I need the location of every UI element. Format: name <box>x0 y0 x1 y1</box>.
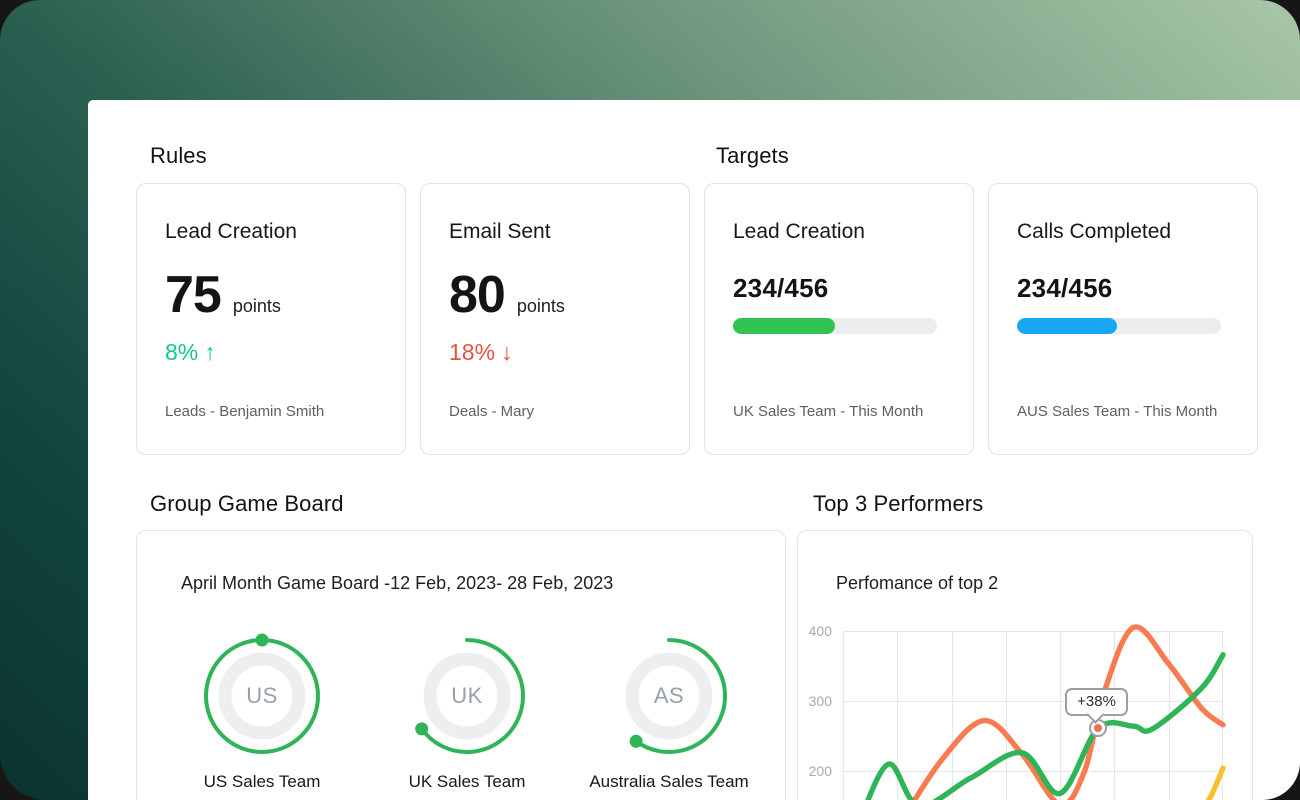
rule-card-email-sent[interactable]: Email Sent 80 points 18% ↓ Deals - Mary <box>420 183 690 455</box>
target-value: 234/456 <box>733 273 829 303</box>
grid-hline <box>843 701 1223 702</box>
points-unit: points <box>516 296 565 316</box>
delta-value: 8% <box>165 339 199 365</box>
top-performers-card[interactable]: Perfomance of top 2 400 300 200 +38% <box>797 530 1253 800</box>
ring-end-dot <box>255 633 269 647</box>
card-footer: AUS Sales Team - This Month <box>1017 403 1218 420</box>
progress-bar <box>1017 318 1221 334</box>
top-performers-heading: Top 3 Performers <box>813 491 984 516</box>
delta-indicator: 18% ↓ <box>449 339 661 366</box>
arrow-down-icon: ↓ <box>501 339 513 365</box>
progress-ring-uk: UK <box>407 636 527 756</box>
card-title: Email Sent <box>449 220 551 243</box>
points-unit: points <box>232 296 281 316</box>
chart-tooltip: +38% <box>1065 687 1128 716</box>
card-footer: Leads - Benjamin Smith <box>165 403 325 420</box>
delta-indicator: 8% ↑ <box>165 339 377 366</box>
team-label: Australia Sales Team <box>589 772 749 791</box>
rules-heading: Rules <box>150 143 207 168</box>
ring-svg <box>415 638 525 754</box>
grid-vline <box>897 631 899 800</box>
performance-chart-title: Perfomance of top 2 <box>836 573 999 593</box>
performance-line-chart: +38% <box>843 624 1226 800</box>
progress-ring-us: US <box>202 633 322 756</box>
game-board-card[interactable]: April Month Game Board -12 Feb, 2023- 28… <box>136 530 786 800</box>
progress-ring-australia: AS <box>609 636 729 756</box>
ring-svg <box>204 633 320 754</box>
ring-end-dot <box>415 722 429 736</box>
chart-lines <box>865 624 1226 800</box>
points-row: 80 points <box>449 267 661 323</box>
progress-bar <box>733 318 937 334</box>
points-row: 75 points <box>165 267 377 323</box>
y-tick-label: 300 <box>808 693 832 709</box>
arrow-up-icon: ↑ <box>204 339 216 365</box>
content-panel: Rules Targets Lead Creation 75 points 8%… <box>88 100 1300 800</box>
grid-vline <box>1222 631 1223 800</box>
ring-col-australia: AS Australia Sales Team <box>554 636 784 792</box>
targets-heading: Targets <box>716 143 789 168</box>
ring-label: AS <box>653 683 685 708</box>
progress-fill <box>1017 318 1117 334</box>
ring-end-dot <box>629 734 643 748</box>
performer-green <box>865 652 1226 800</box>
ring-col-uk: UK UK Sales Team <box>352 636 582 792</box>
ring-svg <box>625 638 728 754</box>
performer-orange <box>911 624 1226 800</box>
target-value: 234/456 <box>1017 273 1113 303</box>
grid-vline <box>1060 631 1062 800</box>
team-label: UK Sales Team <box>408 772 526 791</box>
y-tick-label: 200 <box>808 763 832 779</box>
grid-vline <box>843 631 844 800</box>
team-label: US Sales Team <box>203 772 321 791</box>
target-card-calls-completed[interactable]: Calls Completed 234/456 AUS Sales Team -… <box>988 183 1258 455</box>
card-title: Lead Creation <box>733 220 865 243</box>
performer-yellow <box>1205 765 1226 800</box>
rule-card-lead-creation[interactable]: Lead Creation 75 points 8% ↑ Leads - Ben… <box>136 183 406 455</box>
grid-hline <box>843 631 1223 632</box>
card-title: Lead Creation <box>165 220 297 243</box>
delta-value: 18% <box>449 339 496 365</box>
points-value: 75 <box>165 266 222 324</box>
grid-vline <box>951 631 953 800</box>
game-board-heading: Group Game Board <box>150 491 344 516</box>
stats-row: Lead Creation 75 points 8% ↑ Leads - Ben… <box>136 183 1258 455</box>
card-footer: Deals - Mary <box>449 403 535 420</box>
y-tick-label: 400 <box>808 623 832 639</box>
ring-label: UK <box>451 683 483 708</box>
grid-vline <box>1005 631 1007 800</box>
target-card-lead-creation[interactable]: Lead Creation 234/456 UK Sales Team - Th… <box>704 183 974 455</box>
progress-fill <box>733 318 835 334</box>
card-title: Calls Completed <box>1017 220 1172 243</box>
game-board-title: April Month Game Board -12 Feb, 2023- 28… <box>181 573 614 593</box>
ring-col-us: US US Sales Team <box>147 633 377 792</box>
card-footer: UK Sales Team - This Month <box>733 403 924 420</box>
points-value: 80 <box>449 266 506 324</box>
ring-label: US <box>246 683 278 708</box>
